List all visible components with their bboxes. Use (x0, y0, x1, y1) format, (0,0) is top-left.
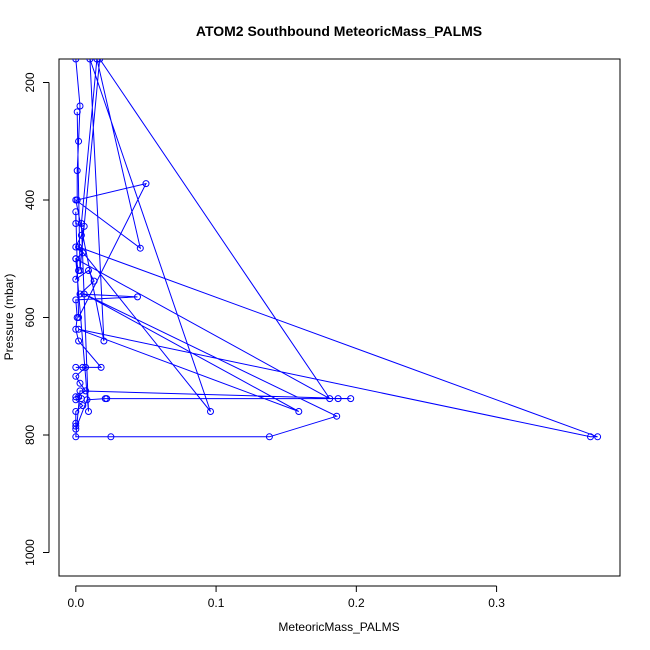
data-point (107, 433, 115, 441)
data-point (295, 408, 303, 415)
y-tick-label: 1000 (23, 539, 37, 566)
data-point (90, 277, 98, 285)
data-point (85, 408, 92, 415)
data-point (83, 396, 91, 404)
data-point (72, 433, 80, 441)
data-point (79, 363, 87, 371)
x-tick-label: 0.0 (67, 596, 84, 610)
data-point (587, 433, 594, 441)
data-point (86, 59, 94, 63)
data-point (75, 325, 83, 333)
data-point (72, 396, 80, 404)
data-point (73, 108, 81, 116)
data-point (72, 208, 80, 216)
x-tick-label: 0.1 (208, 596, 225, 610)
data-point (347, 395, 355, 403)
series-line (74, 59, 598, 438)
data-point (76, 387, 84, 395)
data-point (77, 231, 85, 239)
data-point (72, 408, 80, 415)
data-point (72, 296, 80, 304)
data-point (76, 290, 84, 298)
y-tick-label: 800 (23, 425, 37, 445)
data-point (207, 408, 214, 415)
plot-frame (58, 58, 621, 577)
data-point (77, 220, 85, 227)
y-tick-label: 600 (23, 307, 37, 327)
data-point (75, 243, 83, 251)
data-point (79, 249, 87, 257)
data-point (72, 372, 80, 380)
data-point (72, 255, 80, 263)
data-point (75, 337, 83, 345)
data-point (72, 243, 80, 251)
y-tick-label: 200 (23, 72, 37, 92)
data-point (100, 337, 108, 345)
data-point (142, 180, 150, 188)
data-point (72, 275, 80, 283)
data-point (72, 325, 80, 333)
y-tick-label: 400 (23, 190, 37, 210)
data-point (326, 395, 334, 403)
data-point (93, 59, 101, 63)
series-layer (72, 59, 602, 441)
data-point (80, 290, 88, 298)
data-point (76, 102, 84, 110)
data-point (96, 59, 104, 63)
data-point (76, 379, 84, 387)
data-point (72, 59, 80, 63)
data-point (79, 402, 87, 410)
x-axis: 0.0 0.1 0.2 0.3 (67, 585, 505, 610)
data-point (82, 363, 90, 371)
data-point (265, 433, 273, 441)
data-point (103, 395, 111, 403)
y-axis-label: Pressure (mbar) (2, 274, 16, 361)
x-tick-label: 0.2 (348, 596, 365, 610)
data-point (334, 395, 342, 403)
y-axis: 200 400 600 800 1000 (23, 72, 50, 566)
data-point (136, 244, 144, 252)
data-point (594, 433, 602, 441)
data-point (72, 363, 80, 371)
data-point (72, 422, 80, 430)
data-point (72, 425, 80, 433)
data-point (333, 412, 341, 420)
x-axis-label: MeteoricMass_PALMS (278, 620, 399, 634)
data-point (73, 167, 81, 175)
chart-title: ATOM2 Southbound MeteoricMass_PALMS (196, 23, 482, 39)
data-point (85, 267, 92, 274)
data-point (73, 314, 81, 321)
data-point (75, 137, 83, 145)
data-point (76, 267, 84, 274)
data-point (97, 363, 105, 371)
x-tick-label: 0.3 (488, 596, 505, 610)
data-point (134, 293, 141, 301)
data-point (72, 196, 80, 204)
